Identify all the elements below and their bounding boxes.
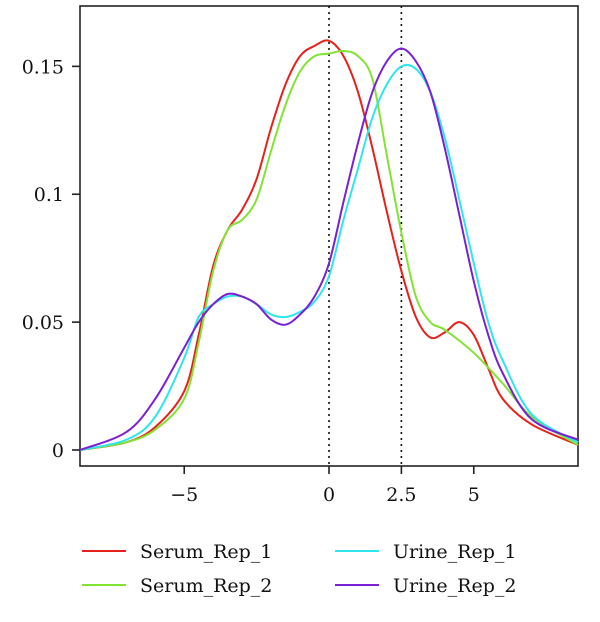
x-tick-label-1: 0 (323, 484, 335, 506)
x-tick-label-2: 2.5 (386, 484, 416, 506)
legend-label-urine-rep-1: Urine_Rep_1 (393, 541, 516, 563)
series-line-serum-rep-1 (79, 39, 579, 451)
y-tick-label-3: 0.15 (22, 56, 64, 78)
legend-label-serum-rep-2: Serum_Rep_2 (140, 575, 272, 597)
y-tick-label-2: 0.1 (34, 184, 64, 206)
y-tick-label-0: 0 (52, 440, 64, 462)
y-axis: 0 0.05 0.1 0.15 (22, 56, 80, 462)
series-layer (79, 39, 579, 451)
series-line-urine-rep-1 (79, 63, 579, 451)
y-tick-label-1: 0.05 (22, 312, 64, 334)
series-line-serum-rep-2 (79, 49, 579, 451)
series-line-urine-rep-2 (79, 47, 579, 451)
x-tick-label-0: −5 (170, 484, 198, 506)
legend: Serum_Rep_1 Serum_Rep_2 Urine_Rep_1 Urine_R… (82, 541, 516, 597)
legend-label-serum-rep-1: Serum_Rep_1 (140, 541, 272, 563)
x-tick-label-3: 5 (468, 484, 480, 506)
legend-label-urine-rep-2: Urine_Rep_2 (393, 575, 516, 597)
x-axis: −5 0 2.5 5 (170, 466, 480, 506)
